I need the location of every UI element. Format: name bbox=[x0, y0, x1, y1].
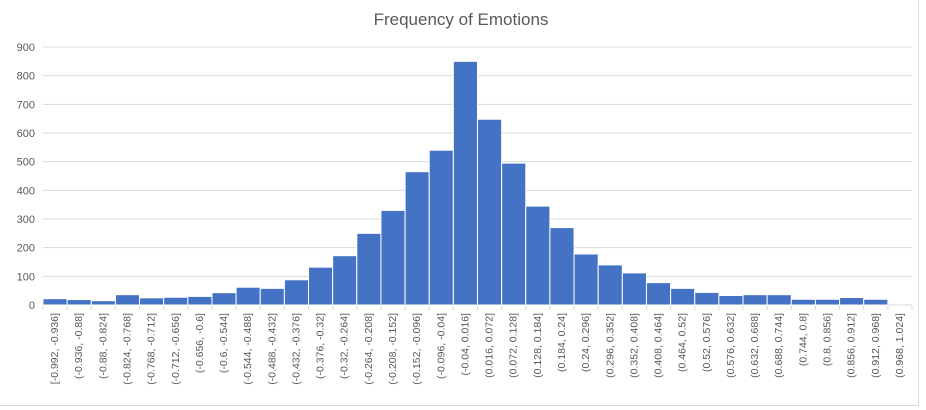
histogram-bar bbox=[283, 279, 310, 306]
x-tick-label: (-0.88, -0.824] bbox=[97, 313, 109, 379]
histogram-bar bbox=[259, 287, 285, 306]
y-axis-ticks: 0 100 200 300 400 500 600 700 800 900 bbox=[17, 42, 35, 312]
y-tick-label: 400 bbox=[17, 185, 35, 197]
x-tick-label: (0.632, 0.688] bbox=[749, 313, 761, 378]
histogram-bar bbox=[670, 287, 696, 306]
histogram-bar bbox=[452, 60, 479, 306]
histogram-bar bbox=[235, 286, 261, 306]
histogram-bar bbox=[694, 291, 720, 306]
histogram-bar bbox=[90, 300, 116, 306]
y-tick-label: 200 bbox=[17, 243, 35, 255]
x-tick-label: (-0.6, -0.544] bbox=[218, 313, 230, 373]
x-tick-label: (0.576, 0.632] bbox=[725, 313, 737, 378]
chart-title: Frequency of Emotions bbox=[373, 10, 549, 29]
x-tick-label: (0.128, 0.184] bbox=[532, 313, 544, 378]
histogram-bar bbox=[187, 295, 213, 306]
histogram-bar bbox=[573, 253, 599, 306]
histogram-bar bbox=[404, 171, 430, 306]
x-tick-label: [-0.992, -0.936] bbox=[49, 313, 61, 384]
x-tick-label: (0.464, 0.52] bbox=[677, 313, 689, 372]
histogram-bar bbox=[790, 298, 816, 306]
histogram-bar bbox=[428, 149, 454, 306]
x-tick-label: (-0.432, -0.376] bbox=[290, 313, 302, 385]
x-tick-label: (0.352, 0.408] bbox=[628, 313, 640, 378]
histogram-plot: 0 100 200 300 400 500 600 700 800 900 [-0.992, -0… bbox=[17, 42, 913, 385]
x-tick-label: (0.24, 0.296] bbox=[580, 313, 592, 372]
x-tick-label: (-0.712, -0.656] bbox=[170, 313, 182, 385]
histogram-bar bbox=[621, 272, 647, 306]
histogram-bar bbox=[139, 297, 165, 306]
histogram-bar bbox=[42, 298, 68, 306]
x-tick-label: (-0.04, 0.016] bbox=[459, 313, 471, 376]
histogram-bar bbox=[380, 209, 406, 306]
histogram-bar bbox=[308, 266, 334, 306]
histogram-bar bbox=[477, 118, 503, 306]
histogram-bar bbox=[163, 296, 189, 306]
histogram-bar bbox=[766, 294, 792, 306]
histogram-bar bbox=[839, 297, 865, 306]
histogram-bar bbox=[66, 299, 92, 306]
x-tick-label: (-0.824, -0.768] bbox=[121, 313, 133, 385]
histogram-bar bbox=[501, 162, 527, 306]
x-tick-label: (-0.32, -0.264] bbox=[339, 313, 351, 379]
x-tick-label: (0.8, 0.856] bbox=[822, 313, 834, 366]
x-tick-label: (-0.936, -0.88] bbox=[73, 313, 85, 379]
y-tick-label: 0 bbox=[29, 300, 35, 312]
histogram-bar bbox=[718, 295, 744, 306]
histogram-bar bbox=[114, 294, 141, 306]
x-tick-label: (-0.544, -0.488] bbox=[242, 313, 254, 385]
y-tick-label: 900 bbox=[17, 42, 35, 54]
x-axis-ticks: [-0.992, -0.936] (-0.936, -0.88] (-0.88, -… bbox=[49, 313, 906, 385]
x-tick-label: (0.184, 0.24] bbox=[556, 313, 568, 372]
histogram-bar bbox=[549, 227, 575, 306]
y-tick-label: 700 bbox=[17, 99, 35, 111]
x-tick-label: (0.688, 0.744] bbox=[773, 313, 785, 378]
y-tick-label: 800 bbox=[17, 71, 35, 83]
x-tick-label: (0.016, 0.072] bbox=[484, 313, 496, 378]
y-tick-label: 500 bbox=[17, 157, 35, 169]
histogram-bar bbox=[742, 294, 768, 306]
x-tick-label: (0.968, 1.024] bbox=[894, 313, 906, 378]
x-tick-label: (-0.488, -0.432] bbox=[266, 313, 278, 385]
histogram-bar bbox=[356, 232, 382, 306]
bars bbox=[42, 60, 889, 306]
histogram-bar bbox=[645, 282, 672, 306]
x-tick-label: (0.52, 0.576] bbox=[701, 313, 713, 372]
x-tick-label: (0.856, 0.912] bbox=[846, 313, 858, 378]
x-tick-label: (-0.768, -0.712] bbox=[146, 313, 158, 385]
x-tick-label: (-0.376, -0.32] bbox=[315, 313, 327, 379]
histogram-bar bbox=[597, 264, 623, 306]
x-tick-label: (0.408, 0.464] bbox=[653, 313, 665, 378]
histogram-bar bbox=[863, 298, 889, 306]
x-tick-label: (0.072, 0.128] bbox=[508, 313, 520, 378]
histogram-bar bbox=[525, 205, 551, 306]
y-tick-label: 600 bbox=[17, 128, 35, 140]
x-tick-label: (-0.096, -0.04] bbox=[435, 313, 447, 379]
x-tick-label: (0.296, 0.352] bbox=[604, 313, 616, 378]
y-tick-label: 100 bbox=[17, 271, 35, 283]
x-tick-label: (-0.208, -0.152] bbox=[387, 313, 399, 385]
histogram-bar bbox=[814, 298, 841, 306]
x-tick-label: (-0.656, -0.6] bbox=[194, 313, 206, 373]
x-tick-label: (-0.264, -0.208] bbox=[363, 313, 375, 385]
histogram-bar bbox=[332, 255, 358, 306]
histogram-bar bbox=[211, 292, 237, 306]
x-tick-label: (-0.152, -0.096] bbox=[411, 313, 423, 385]
x-tick-label: (0.912, 0.968] bbox=[870, 313, 882, 378]
x-tick-label: (0.744, 0.8] bbox=[797, 313, 809, 366]
y-tick-label: 300 bbox=[17, 214, 35, 226]
